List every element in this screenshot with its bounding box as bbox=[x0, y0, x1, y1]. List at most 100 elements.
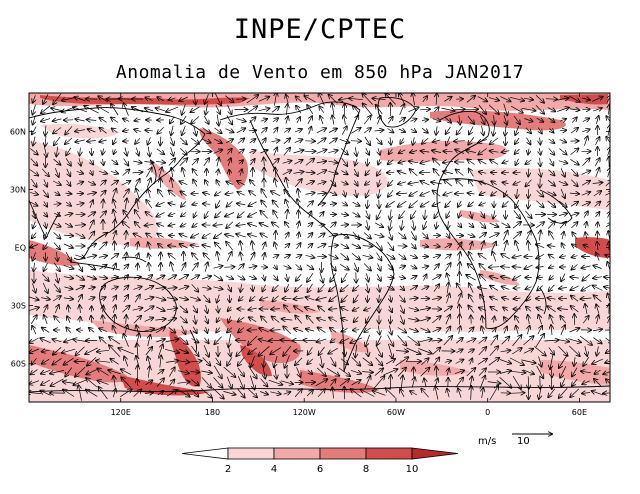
wind-vector bbox=[408, 182, 419, 184]
wind-vector bbox=[305, 96, 316, 103]
wind-vector bbox=[217, 158, 219, 167]
wind-vector bbox=[504, 115, 507, 124]
wind-vector bbox=[490, 160, 499, 165]
wind-vector bbox=[123, 130, 130, 131]
wind-vector bbox=[205, 262, 207, 272]
wind-vector bbox=[363, 116, 371, 125]
wind-vector bbox=[466, 96, 475, 103]
wind-vector bbox=[434, 169, 440, 177]
wind-vector bbox=[493, 125, 495, 135]
wind-vector bbox=[362, 246, 373, 247]
wind-vector bbox=[112, 189, 117, 199]
wind-vector bbox=[340, 225, 348, 226]
wind-vector bbox=[135, 137, 141, 144]
wind-vector bbox=[156, 148, 164, 154]
wind-vector bbox=[340, 253, 349, 259]
wind-vector bbox=[145, 224, 154, 225]
wind-vector bbox=[363, 232, 371, 239]
wind-vector bbox=[178, 275, 188, 281]
wind-vector bbox=[45, 135, 46, 146]
wind-vector bbox=[398, 253, 406, 259]
wind-vector bbox=[271, 107, 279, 113]
wind-vector bbox=[273, 274, 277, 280]
wind-vector bbox=[294, 179, 302, 188]
wind-vector bbox=[421, 232, 428, 239]
wind-vector bbox=[274, 148, 277, 156]
wind-vector bbox=[596, 116, 598, 125]
wind-vector bbox=[181, 223, 187, 226]
wind-vector bbox=[536, 200, 543, 207]
wind-vector bbox=[272, 222, 280, 228]
wind-vector bbox=[362, 255, 373, 257]
wind-vector bbox=[201, 276, 211, 279]
wind-vector bbox=[367, 199, 368, 208]
wind-vector bbox=[202, 139, 210, 142]
wind-vector bbox=[388, 117, 392, 124]
wind-vector bbox=[67, 179, 71, 186]
wind-vector bbox=[125, 147, 127, 156]
wind-vector bbox=[540, 157, 541, 166]
wind-vector bbox=[480, 192, 486, 195]
wind-vector bbox=[318, 203, 325, 204]
wind-vector bbox=[194, 125, 197, 136]
wind-vector bbox=[365, 181, 371, 185]
wind-vector bbox=[400, 138, 403, 144]
wind-vector bbox=[398, 232, 405, 239]
wind-vector bbox=[30, 148, 37, 155]
wind-vector bbox=[457, 126, 463, 135]
wind-vector bbox=[298, 233, 299, 239]
wind-vector bbox=[421, 120, 428, 121]
wind-vector bbox=[136, 147, 138, 156]
wind-vector bbox=[263, 274, 264, 281]
wind-vector bbox=[570, 128, 578, 134]
wind-vector bbox=[479, 203, 486, 206]
wind-vector bbox=[215, 211, 222, 218]
wind-vector bbox=[121, 181, 131, 186]
wind-vector bbox=[328, 129, 337, 133]
wind-vector bbox=[113, 137, 116, 144]
wind-vector bbox=[512, 222, 521, 229]
wind-vector bbox=[248, 266, 257, 268]
wind-vector bbox=[560, 256, 567, 257]
wind-vector bbox=[436, 93, 437, 105]
wind-vector bbox=[398, 171, 407, 174]
wind-vector bbox=[137, 242, 138, 250]
wind-vector bbox=[135, 119, 141, 121]
wind-vector bbox=[136, 254, 138, 260]
wind-vector bbox=[454, 109, 465, 110]
wind-vector bbox=[549, 266, 555, 268]
coastline bbox=[377, 97, 417, 128]
wind-vector bbox=[240, 241, 242, 251]
wind-vector bbox=[114, 220, 115, 231]
wind-vector bbox=[479, 254, 487, 260]
wind-vector bbox=[328, 138, 337, 144]
colorbar-tick-label: 6 bbox=[317, 464, 323, 475]
wind-vector bbox=[203, 204, 211, 205]
wind-vector bbox=[309, 211, 312, 218]
wind-vector bbox=[191, 263, 198, 272]
wind-vector bbox=[558, 213, 567, 215]
wind-vector bbox=[521, 108, 536, 111]
wind-vector bbox=[432, 255, 440, 258]
wind-vector bbox=[341, 182, 347, 185]
wind-vector bbox=[466, 275, 476, 281]
wind-vector bbox=[113, 231, 116, 241]
wind-vector bbox=[367, 273, 369, 282]
wind-vector bbox=[468, 137, 475, 144]
wind-vector bbox=[570, 202, 578, 207]
wind-vector bbox=[191, 159, 198, 166]
wind-vector bbox=[84, 106, 99, 114]
colorbar-tick-label: 10 bbox=[406, 464, 419, 475]
wind-vector bbox=[509, 96, 524, 100]
wind-vector bbox=[99, 265, 106, 270]
wind-vector bbox=[214, 232, 223, 239]
wind-vector bbox=[99, 180, 106, 186]
wind-vector bbox=[536, 190, 544, 196]
wind-vector bbox=[88, 220, 93, 230]
wind-vector bbox=[536, 244, 545, 247]
wind-vector bbox=[215, 243, 222, 250]
wind-vector bbox=[410, 151, 418, 153]
wind-vector bbox=[605, 255, 610, 258]
wind-vector bbox=[226, 242, 234, 251]
